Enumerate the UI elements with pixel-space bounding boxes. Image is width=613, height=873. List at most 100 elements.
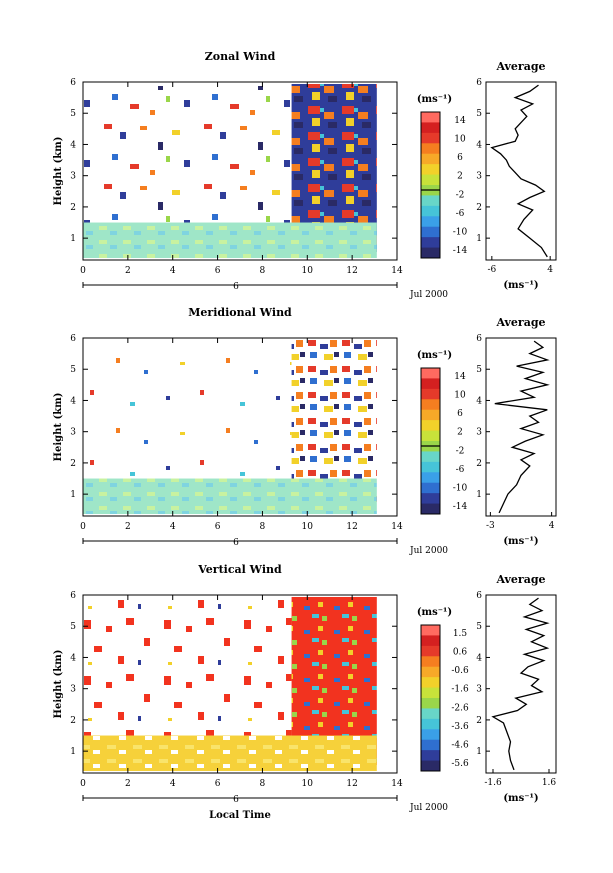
colorbar-swatch <box>421 237 440 249</box>
colorbar-tick-label: 14 <box>454 116 466 126</box>
profile-y-tick-label: 3 <box>476 428 482 438</box>
colorbar-tick-label: -1.6 <box>451 685 469 695</box>
colorbar-swatch <box>421 205 440 217</box>
profile-frame <box>485 81 557 261</box>
profile-x-tick-label: 4 <box>547 265 553 275</box>
colorbar-swatch <box>421 153 440 165</box>
y-tick-label: 2 <box>70 203 76 213</box>
sparse-field <box>83 599 292 736</box>
colorbar-tick-label: 1.5 <box>453 629 468 639</box>
profile-title: Average <box>495 316 545 329</box>
y-tick-label: 1 <box>70 234 76 244</box>
profile-y-tick-label: 4 <box>476 396 482 406</box>
low-level-band <box>83 478 377 514</box>
colorbar-tick-label: 0.6 <box>453 648 468 658</box>
colorbar-tick-label: -10 <box>453 483 468 493</box>
y-tick-label: 6 <box>70 78 76 88</box>
y-axis-label: Height (km) <box>53 137 64 206</box>
profile-x-label: (ms⁻¹) <box>503 536 538 547</box>
heatmap-frame <box>82 337 398 517</box>
panel-title: Vertical Wind <box>197 563 282 576</box>
profile-x-tick-label: -6 <box>487 265 496 275</box>
low-level-band <box>83 222 377 258</box>
colorbar-swatch <box>421 718 440 730</box>
colorbar-tick-label: -6 <box>456 209 465 219</box>
profile-line <box>491 597 550 771</box>
colorbar-swatch <box>421 451 440 463</box>
colorbar-swatch <box>421 112 440 123</box>
profile-y-tick-label: 2 <box>476 716 482 726</box>
colorbar-swatch <box>421 493 440 505</box>
colorbar-swatch <box>421 378 440 390</box>
profile-x-label: (ms⁻¹) <box>503 280 538 291</box>
profile-y-tick-label: 1 <box>476 490 482 500</box>
x-tick-label: 6 <box>215 522 221 532</box>
sparse-field <box>83 342 292 479</box>
colorbar-tick-label: 14 <box>454 372 466 382</box>
heatmap-frame <box>82 594 398 774</box>
y-tick-label: 3 <box>70 428 76 438</box>
colorbar-swatch <box>421 656 440 668</box>
colorbar-tick-label: -14 <box>453 502 468 512</box>
colorbar-tick-label: 6 <box>457 153 463 163</box>
y-tick-label: 5 <box>70 622 76 632</box>
colorbar-swatch <box>421 503 440 515</box>
colorbar-swatch <box>421 625 440 636</box>
colorbar-swatch <box>421 750 440 762</box>
x-tick-label: 0 <box>80 779 86 789</box>
colorbar-tick-label: 10 <box>454 135 466 145</box>
colorbar-swatch <box>421 760 440 772</box>
x-tick-label: 10 <box>302 266 314 276</box>
profile-y-tick-label: 3 <box>476 172 482 182</box>
profile-y-tick-label: 6 <box>476 78 482 88</box>
profile-y-tick-label: 3 <box>476 685 482 695</box>
x-tick-label: 14 <box>391 779 403 789</box>
y-tick-label: 2 <box>70 459 76 469</box>
colorbar-swatch <box>421 388 440 400</box>
x-tick-label: 8 <box>260 522 266 532</box>
profile-x-label: (ms⁻¹) <box>503 793 538 804</box>
y-tick-label: 4 <box>70 653 76 663</box>
y-tick-label: 3 <box>70 685 76 695</box>
colorbar-swatch <box>421 635 440 647</box>
low-level-band <box>83 735 377 771</box>
x-tick-label: 2 <box>125 779 131 789</box>
profile-y-tick-label: 1 <box>476 747 482 757</box>
x-tick-label: 2 <box>125 522 131 532</box>
colorbar-tick-label: 2 <box>457 172 463 182</box>
colorbar-frame <box>420 111 441 259</box>
colorbar-label: (ms⁻¹) <box>417 94 452 105</box>
colorbar-label: (ms⁻¹) <box>417 350 452 361</box>
y-tick-label: 1 <box>70 747 76 757</box>
colorbar-swatch <box>421 174 440 186</box>
y-tick-label: 4 <box>70 140 76 150</box>
day-marker-label: 6 <box>233 795 239 805</box>
colorbar-swatch <box>421 461 440 473</box>
colorbar-tick-label: -2 <box>456 190 465 200</box>
x-tick-label: 6 <box>215 779 221 789</box>
date-label: Jul 2000 <box>409 803 448 813</box>
y-tick-label: 6 <box>70 334 76 344</box>
colorbar-swatch <box>421 687 440 699</box>
profile-title: Average <box>495 573 545 586</box>
colorbar-swatch <box>421 420 440 432</box>
x-tick-label: 12 <box>346 522 357 532</box>
y-tick-label: 4 <box>70 396 76 406</box>
y-tick-label: 5 <box>70 109 76 119</box>
colorbar-tick-label: -2.6 <box>451 703 469 713</box>
x-tick-label: 8 <box>260 779 266 789</box>
profile-y-tick-label: 5 <box>476 365 482 375</box>
x-tick-label: 4 <box>170 779 176 789</box>
profile-frame <box>485 594 557 774</box>
day-marker-label: 6 <box>233 282 239 292</box>
panel-title: Zonal Wind <box>205 50 276 63</box>
colorbar-swatch <box>421 430 440 442</box>
y-tick-label: 6 <box>70 591 76 601</box>
colorbar-tick-label: -4.6 <box>451 740 469 750</box>
colorbar-tick-label: -2 <box>456 446 465 456</box>
colorbar-tick-label: 2 <box>457 428 463 438</box>
